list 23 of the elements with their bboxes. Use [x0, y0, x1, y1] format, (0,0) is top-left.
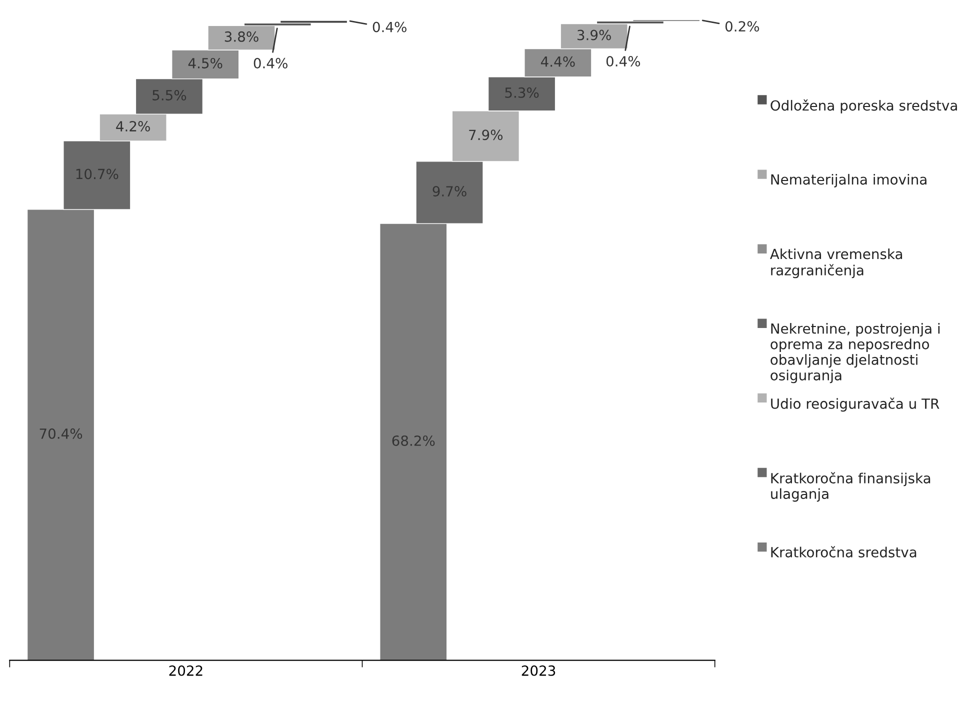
legend-label: Aktivna vremenska razgraničenja — [770, 248, 902, 278]
data-label: 0.4% — [372, 22, 406, 32]
data-label: 4.5% — [188, 58, 222, 68]
legend-label: Nekretnine, postrojenja i oprema za neposredno obavljanje djelatnosti osiguranja — [770, 323, 940, 384]
data-label: 68.2% — [392, 435, 435, 446]
data-label: 0.2% — [725, 21, 760, 32]
legend-label: Odložena poreska sredstva — [770, 99, 957, 114]
x-tick-label: 2022 — [169, 665, 202, 676]
data-label: 9.7% — [432, 186, 466, 197]
data-label: 4.2% — [116, 121, 150, 132]
data-label: 3.9% — [577, 30, 611, 40]
data-label: 70.4% — [40, 428, 82, 439]
legend-label: Udio reosiguravača u TR — [771, 398, 940, 412]
legend-label: Kratkoročna sredstva — [771, 546, 916, 558]
data-label: 3.8% — [224, 31, 258, 42]
data-label: 4.4% — [540, 56, 575, 67]
data-label: 7.9% — [469, 130, 503, 140]
legend-label: Kratkoročna finansijska ulaganja — [771, 472, 930, 502]
data-label: 0.4% — [606, 56, 640, 67]
legend-label: Nematerijalna imovina — [771, 174, 926, 188]
x-tick-label: 2023 — [522, 665, 556, 676]
data-label: 0.4% — [254, 58, 288, 68]
data-label: 10.7% — [76, 168, 118, 180]
